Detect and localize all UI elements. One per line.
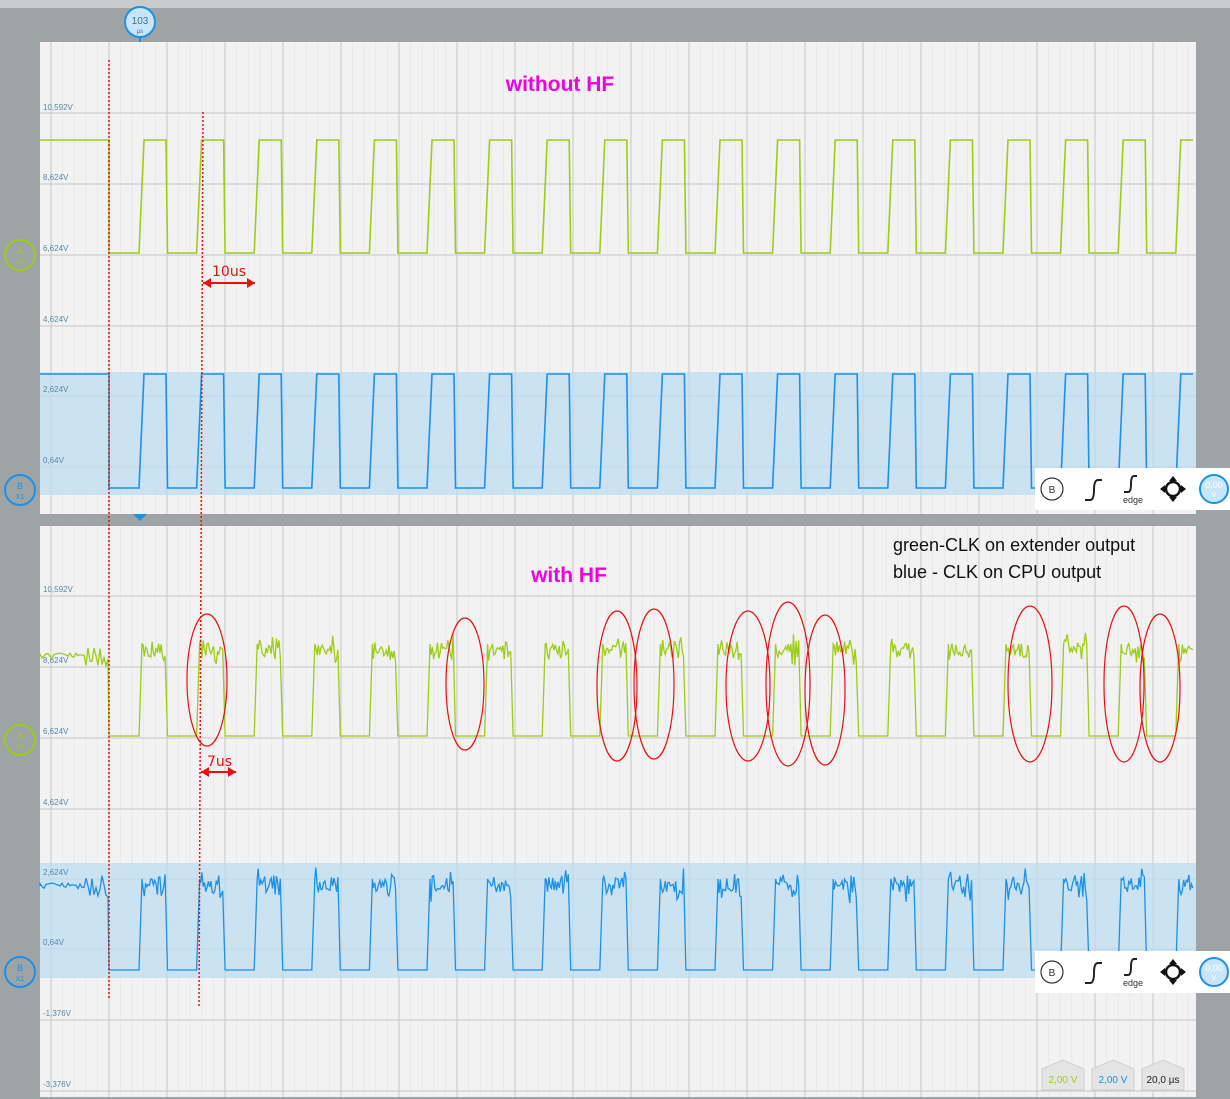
y-tick-label: 6,624V xyxy=(43,244,69,253)
channel-select-label: B xyxy=(1049,968,1056,979)
panel-without-hf: 10,592V 8,624V 6,624V 4,624V 2,624V 0,64… xyxy=(4,42,1230,514)
panel-divider xyxy=(0,514,1230,526)
highlight-ellipse xyxy=(804,614,846,766)
trigger-time-value: 103 xyxy=(132,16,149,27)
highlight-ellipse xyxy=(186,613,228,747)
channel-b-badge[interactable]: B X1 xyxy=(4,474,36,506)
channel-a-scale-button[interactable]: 2,00 V xyxy=(1041,1059,1085,1091)
highlight-ellipse xyxy=(596,610,638,762)
series-line-channel-a xyxy=(40,139,1193,254)
channel-select-label: B xyxy=(1049,485,1056,496)
y-tick-label: 0,64V xyxy=(43,456,65,465)
panel-with-hf: 10,592V 8,624V 6,624V 4,624V 2,624V 0,64… xyxy=(4,526,1230,1097)
edge-trigger-button[interactable]: edge xyxy=(1123,958,1143,988)
panel-title: with HF xyxy=(530,564,607,587)
badge-sub: X1 xyxy=(16,976,25,983)
y-tick-label: 8,624V xyxy=(43,173,69,182)
y-tick-label: -1,376V xyxy=(43,1009,72,1018)
offset-knob[interactable]: 0,00 V xyxy=(1199,957,1229,987)
y-tick-label: 2,624V xyxy=(43,385,69,394)
offset-unit: V xyxy=(1212,975,1217,982)
y-tick-label: -3,376V xyxy=(43,1080,72,1089)
timebase-button[interactable]: 20,0 µs xyxy=(1141,1059,1185,1091)
y-tick-label: 0,64V xyxy=(43,938,65,947)
reference-line xyxy=(198,111,204,1009)
badge-sub: X1 xyxy=(16,259,25,266)
trigger-time-unit: μs xyxy=(137,29,143,35)
channel-b-scale-button[interactable]: 2,00 V xyxy=(1091,1059,1135,1091)
offset-knob[interactable]: 0,00 V xyxy=(1199,474,1229,504)
edge-icon xyxy=(1124,475,1137,493)
highlight-ellipse xyxy=(1007,605,1053,763)
scale-buttons: 2,00 V 2,00 V 20,0 µs xyxy=(1041,1059,1185,1091)
measurement-label: 7us xyxy=(207,754,232,770)
series-line-channel-b xyxy=(40,373,1193,489)
legend-line-blue: blue - CLK on CPU output xyxy=(893,562,1101,582)
y-tick-label: 6,624V xyxy=(43,727,69,736)
edge-label: edge xyxy=(1123,978,1143,988)
scale-label: 2,00 V xyxy=(1049,1075,1078,1086)
y-tick-label: 8,624V xyxy=(43,656,69,665)
edge-icon xyxy=(1124,958,1137,976)
offset-value: 0,00 xyxy=(1205,480,1223,490)
grid xyxy=(40,526,1196,1097)
rising-edge-icon[interactable] xyxy=(1085,479,1102,501)
channel-select-button[interactable]: B xyxy=(1040,960,1064,984)
measurement-label: 10us xyxy=(212,264,246,280)
highlight-ellipse xyxy=(1103,605,1145,763)
y-axis-labels: 10,592V 8,624V 6,624V 4,624V 2,624V 0,64… xyxy=(43,103,73,465)
highlight-ellipse xyxy=(1139,613,1181,763)
highlight-ellipse xyxy=(725,610,771,762)
series-line-channel-b xyxy=(39,867,1194,971)
y-tick-label: 4,624V xyxy=(43,798,69,807)
move-crosshair-icon[interactable] xyxy=(1160,959,1186,985)
highlight-ellipses xyxy=(186,601,1181,767)
y-tick-label: 2,624V xyxy=(43,868,69,877)
move-crosshair-icon[interactable] xyxy=(1160,476,1186,502)
plot-area xyxy=(40,526,1196,1097)
toolbar-bg xyxy=(1035,468,1230,510)
badge-letter: B xyxy=(17,963,23,973)
trigger-toolbar: B edge 0,00 V xyxy=(1035,951,1230,993)
y-tick-label: 4,624V xyxy=(43,315,69,324)
offset-value: 0,00 xyxy=(1205,963,1223,973)
trigger-toolbar: B edge 0,00 V xyxy=(1035,468,1230,510)
y-tick-label: 10,592V xyxy=(43,103,73,112)
highlight-ellipse xyxy=(633,608,675,760)
edge-label: edge xyxy=(1123,495,1143,505)
highlight-ellipse xyxy=(445,617,485,751)
channel-a-badge[interactable]: A X1 xyxy=(4,724,36,756)
channel-select-button[interactable]: B xyxy=(1040,477,1064,501)
offset-unit: V xyxy=(1212,492,1217,499)
badge-letter: A xyxy=(17,246,23,256)
scale-label: 20,0 µs xyxy=(1146,1075,1179,1086)
badge-letter: A xyxy=(17,731,23,741)
badge-letter: B xyxy=(17,481,23,491)
legend-line-green: green-CLK on extender output xyxy=(893,535,1135,555)
rising-edge-icon[interactable] xyxy=(1085,962,1102,984)
arrow-heads xyxy=(201,767,236,777)
trigger-position-marker[interactable]: 103 μs xyxy=(124,6,156,521)
channel-b-badge[interactable]: B X1 xyxy=(4,956,36,988)
toolbar-bg xyxy=(1035,951,1230,993)
scale-label: 2,00 V xyxy=(1099,1075,1128,1086)
top-strip xyxy=(0,0,1230,8)
badge-sub: X1 xyxy=(16,744,25,751)
edge-trigger-button[interactable]: edge xyxy=(1123,475,1143,505)
channel-a-badge[interactable]: A X1 xyxy=(4,239,36,271)
panel-title: without HF xyxy=(505,73,615,96)
y-axis-labels: 10,592V 8,624V 6,624V 4,624V 2,624V 0,64… xyxy=(43,585,73,1089)
channel-b-band xyxy=(40,372,1196,495)
y-tick-label: 10,592V xyxy=(43,585,73,594)
highlight-ellipse xyxy=(765,601,811,767)
trigger-marker-tab xyxy=(133,514,147,521)
badge-sub: X1 xyxy=(16,494,25,501)
